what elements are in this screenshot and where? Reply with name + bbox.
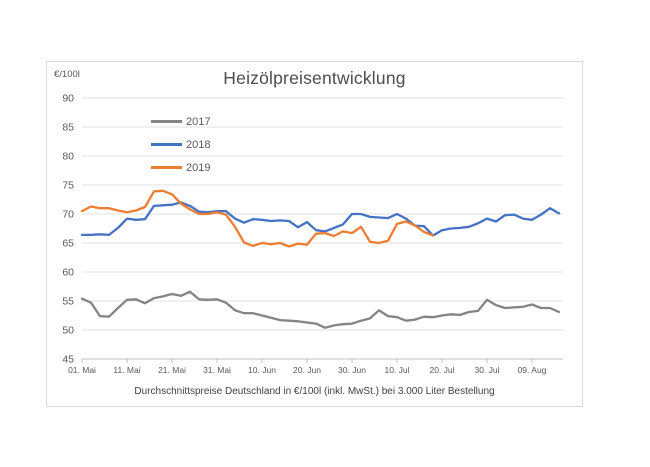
y-tick-label: 45 [62, 354, 74, 366]
x-tick-label: 09. Aug [518, 365, 547, 375]
y-tick-label: 85 [62, 122, 74, 134]
legend-label-2017: 2017 [186, 115, 211, 128]
heating-oil-price-chart: €/100l Heizölpreisentwicklung 45 50 55 60 65… [46, 61, 583, 407]
x-tick-label: 10. Jun [248, 365, 276, 375]
legend-label-2019: 2019 [186, 161, 211, 174]
legend-label-2018: 2018 [186, 138, 211, 151]
legend-swatch-2019 [151, 166, 182, 169]
legend-swatch-2018 [151, 143, 182, 146]
x-tick-label: 31. Mai [203, 365, 231, 375]
y-tick-label: 60 [62, 267, 74, 279]
chart-caption: Durchschnittspreise Deutschland in €/100… [134, 386, 495, 397]
y-tick-label: 70 [62, 209, 74, 221]
x-tick-label: 20. Jun [293, 365, 321, 375]
y-axis-unit-label: €/100l [54, 69, 80, 80]
legend-item-2017: 2017 [151, 110, 210, 133]
x-tick-label: 10. Jul [384, 365, 409, 375]
x-tick-label: 11. Mai [113, 365, 140, 375]
x-tick-label: 21. Mai [158, 365, 186, 375]
legend-item-2019: 2019 [151, 156, 210, 179]
y-tick-label: 90 [62, 93, 74, 105]
chart-title: Heizölpreisentwicklung [223, 68, 406, 88]
y-tick-label: 50 [62, 325, 74, 337]
series-line-2018 [80, 201, 561, 237]
x-tick-label: 30. Jul [474, 365, 499, 375]
legend: 2017 2018 2019 [151, 110, 210, 179]
x-tick-label: 01. Mai [68, 365, 96, 375]
line-plot-area: 45 50 55 60 65 70 75 80 85 90 01. Mai 11. Mai 21. Ma… [62, 93, 563, 375]
series-line-2017 [80, 290, 561, 329]
y-tick-label: 75 [62, 180, 74, 192]
y-tick-label: 55 [62, 296, 74, 308]
x-tick-label: 20. Jul [429, 365, 454, 375]
x-tick-label: 30. Jun [338, 365, 366, 375]
legend-swatch-2017 [151, 120, 182, 123]
y-tick-label: 65 [62, 238, 74, 250]
legend-item-2018: 2018 [151, 133, 210, 156]
series-line-2019 [80, 189, 435, 248]
y-tick-label: 80 [62, 151, 74, 163]
